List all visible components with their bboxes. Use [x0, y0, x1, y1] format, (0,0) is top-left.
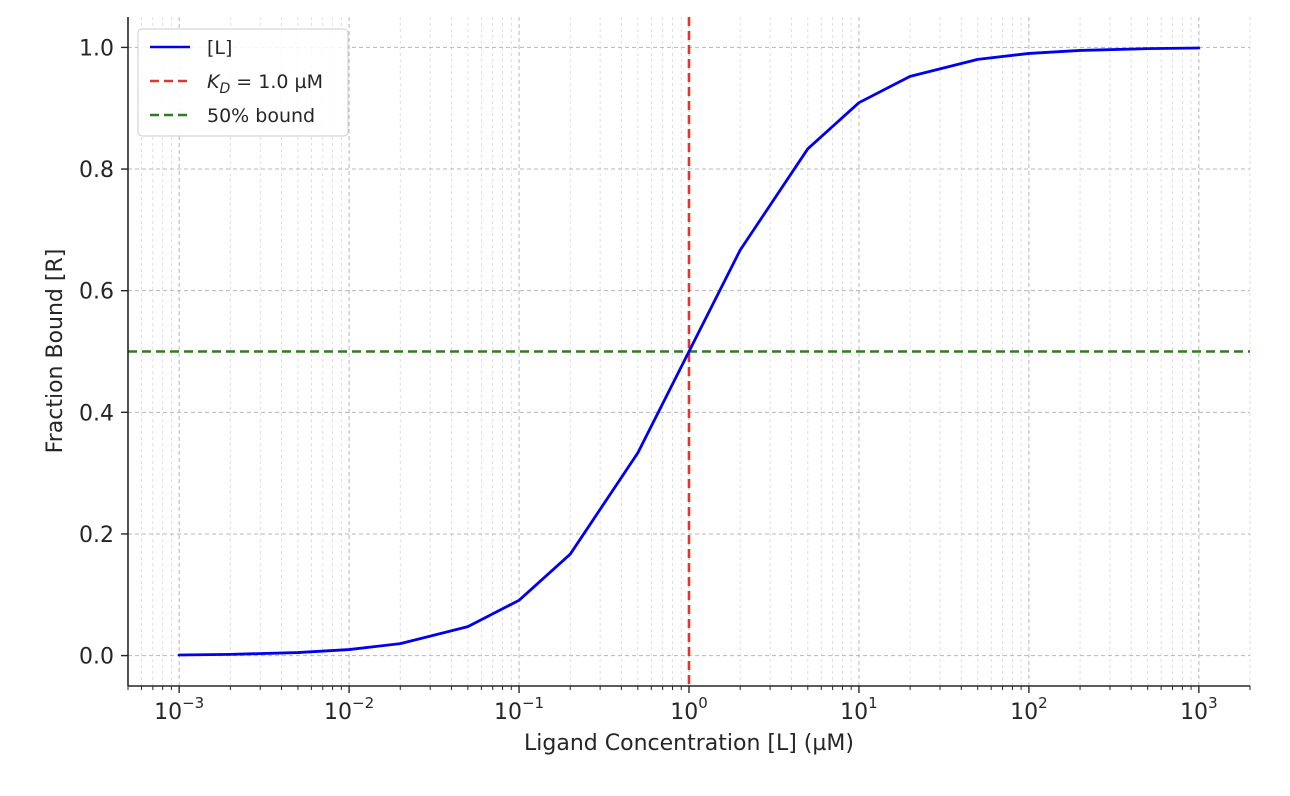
x-tick-label: 100 [670, 694, 708, 725]
x-tick-label: 10−3 [154, 694, 204, 725]
x-tick-label: 103 [1180, 694, 1218, 725]
legend-label-half: 50% bound [207, 105, 315, 127]
legend: [L] KD = 1.0 µM 50% bound [137, 28, 349, 137]
x-tick-label: 102 [1010, 694, 1048, 725]
x-tick-label: 10−2 [324, 694, 374, 725]
ticks: 10−3 10−2 10−1 100 101 102 103 0.0 0.2 0.4 0.6 0.8 1… [79, 36, 1251, 725]
y-tick-label: 0.6 [79, 280, 114, 305]
binding-curve [177, 46, 1201, 657]
legend-box [137, 28, 349, 137]
y-tick-label: 1.0 [79, 36, 114, 61]
y-tick-label: 0.8 [79, 158, 114, 183]
legend-label-kd: KD = 1.0 µM [207, 71, 323, 97]
y-tick-label: 0.4 [79, 401, 114, 426]
legend-label-series: [L] [207, 37, 232, 59]
y-tick-label: 0.2 [79, 523, 114, 548]
series-lines [177, 46, 1201, 657]
y-tick-label: 0.0 [79, 645, 114, 670]
x-tick-label: 10−1 [494, 694, 544, 725]
y-axis-label: Fraction Bound [R] [43, 249, 68, 454]
x-axis-label: Ligand Concentration [L] (µM) [524, 731, 854, 756]
x-tick-label: 101 [840, 694, 878, 725]
